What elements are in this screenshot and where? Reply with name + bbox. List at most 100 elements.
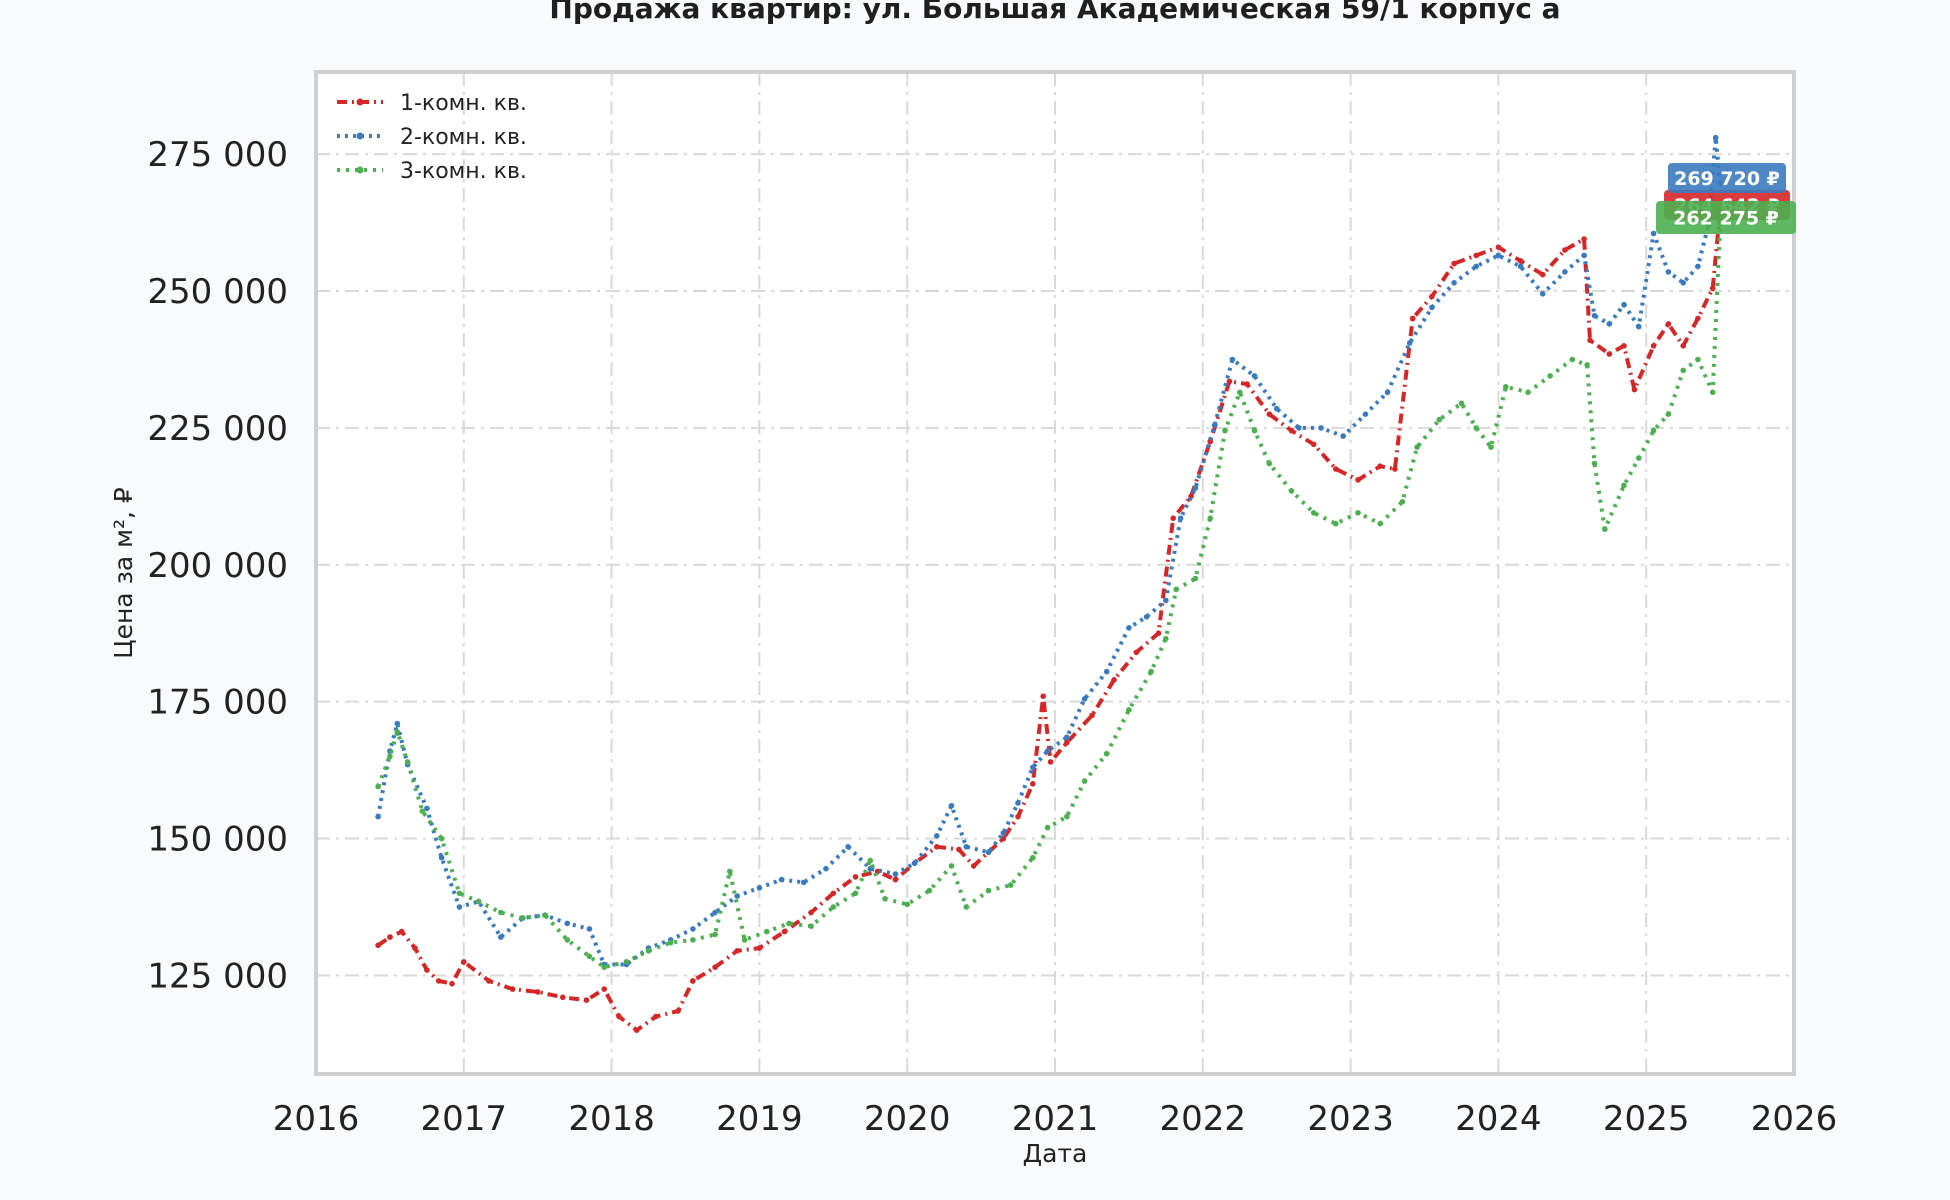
- data-point: [830, 904, 837, 910]
- data-point: [1680, 280, 1686, 286]
- data-point: [601, 964, 607, 970]
- data-point: [926, 887, 933, 894]
- data-point: [1636, 323, 1642, 330]
- data-point: [456, 904, 463, 910]
- data-point: [1133, 649, 1140, 656]
- data-point: [1584, 362, 1590, 368]
- data-point: [1569, 356, 1576, 363]
- data-point: [1266, 460, 1273, 467]
- data-point: [781, 928, 788, 935]
- data-point: [690, 978, 696, 984]
- data-point: [948, 863, 955, 869]
- data-point: [601, 986, 607, 992]
- data-point: [1244, 381, 1250, 387]
- data-point: [1406, 340, 1413, 346]
- data-point: [1310, 441, 1317, 448]
- data-point: [1015, 800, 1021, 806]
- data-point: [892, 871, 899, 877]
- data-point: [756, 885, 763, 891]
- data-point: [734, 893, 740, 899]
- data-point: [1044, 748, 1051, 754]
- data-point: [387, 934, 393, 940]
- data-point: [1333, 520, 1339, 527]
- legend-label: 3-комн. кв.: [400, 159, 527, 184]
- data-point: [1155, 630, 1162, 636]
- data-point: [1436, 416, 1443, 423]
- data-point: [520, 915, 526, 921]
- data-point: [1030, 854, 1036, 861]
- data-point: [808, 923, 814, 929]
- data-point: [1362, 411, 1369, 418]
- data-point: [475, 898, 482, 905]
- data-point: [1229, 356, 1236, 363]
- data-point: [542, 912, 548, 918]
- data-point: [404, 759, 411, 765]
- data-point: [882, 896, 888, 902]
- data-point: [892, 876, 899, 883]
- data-point: [1163, 597, 1169, 604]
- data-point: [1296, 425, 1302, 431]
- data-point: [1473, 425, 1479, 431]
- legend-label: 2-комн. кв.: [400, 125, 527, 150]
- data-point: [1340, 433, 1346, 439]
- data-point: [1081, 778, 1088, 784]
- data-point: [486, 978, 492, 984]
- data-point: [1377, 520, 1383, 527]
- data-point: [734, 948, 740, 954]
- data-point: [830, 890, 837, 897]
- data-point: [1712, 134, 1719, 141]
- data-point: [509, 986, 516, 992]
- y-tick-label: 275 000: [147, 135, 288, 175]
- x-tick-label: 2020: [864, 1099, 951, 1139]
- data-point: [1000, 830, 1007, 836]
- data-point: [1192, 485, 1199, 491]
- data-point: [911, 860, 918, 866]
- data-point: [1170, 515, 1176, 521]
- y-tick-label: 225 000: [147, 409, 288, 449]
- data-point: [867, 857, 874, 864]
- data-point: [1591, 460, 1598, 467]
- data-point: [1488, 444, 1494, 450]
- data-point: [586, 953, 593, 960]
- data-point: [1266, 411, 1273, 418]
- data-point: [534, 989, 541, 995]
- legend-marker: [356, 98, 364, 106]
- data-point: [1015, 813, 1021, 820]
- data-point: [424, 967, 430, 973]
- data-point: [1030, 764, 1036, 771]
- legend-marker: [356, 132, 364, 140]
- data-point: [1044, 824, 1051, 831]
- data-point: [778, 876, 785, 883]
- data-point: [1414, 444, 1420, 450]
- data-point: [1665, 411, 1672, 418]
- data-point: [1606, 351, 1613, 357]
- x-tick-label: 2019: [716, 1099, 803, 1139]
- data-point: [564, 920, 571, 927]
- data-point: [1709, 389, 1716, 396]
- data-point: [1318, 425, 1324, 431]
- data-point: [741, 937, 748, 943]
- data-point: [1273, 405, 1280, 412]
- data-point: [1695, 315, 1701, 322]
- data-point: [1429, 304, 1435, 311]
- series-lines: [375, 134, 1723, 1033]
- data-point: [1163, 635, 1169, 642]
- x-axis-label: Дата: [1023, 1139, 1088, 1168]
- data-point: [1355, 477, 1361, 483]
- data-point: [1103, 668, 1110, 675]
- chart-title: Продажа квартир: ул. Большая Академическ…: [549, 0, 1560, 25]
- data-point: [419, 808, 426, 814]
- data-point: [1126, 625, 1132, 631]
- data-point: [1517, 263, 1524, 270]
- data-point: [1288, 488, 1295, 494]
- data-point: [1539, 291, 1546, 297]
- data-point: [1695, 263, 1701, 270]
- data-point: [1495, 244, 1502, 250]
- data-point: [1399, 499, 1406, 505]
- x-tick-label: 2023: [1307, 1099, 1394, 1139]
- data-point: [985, 887, 992, 894]
- data-point: [786, 920, 792, 927]
- data-point: [449, 980, 455, 987]
- data-point: [1333, 466, 1339, 472]
